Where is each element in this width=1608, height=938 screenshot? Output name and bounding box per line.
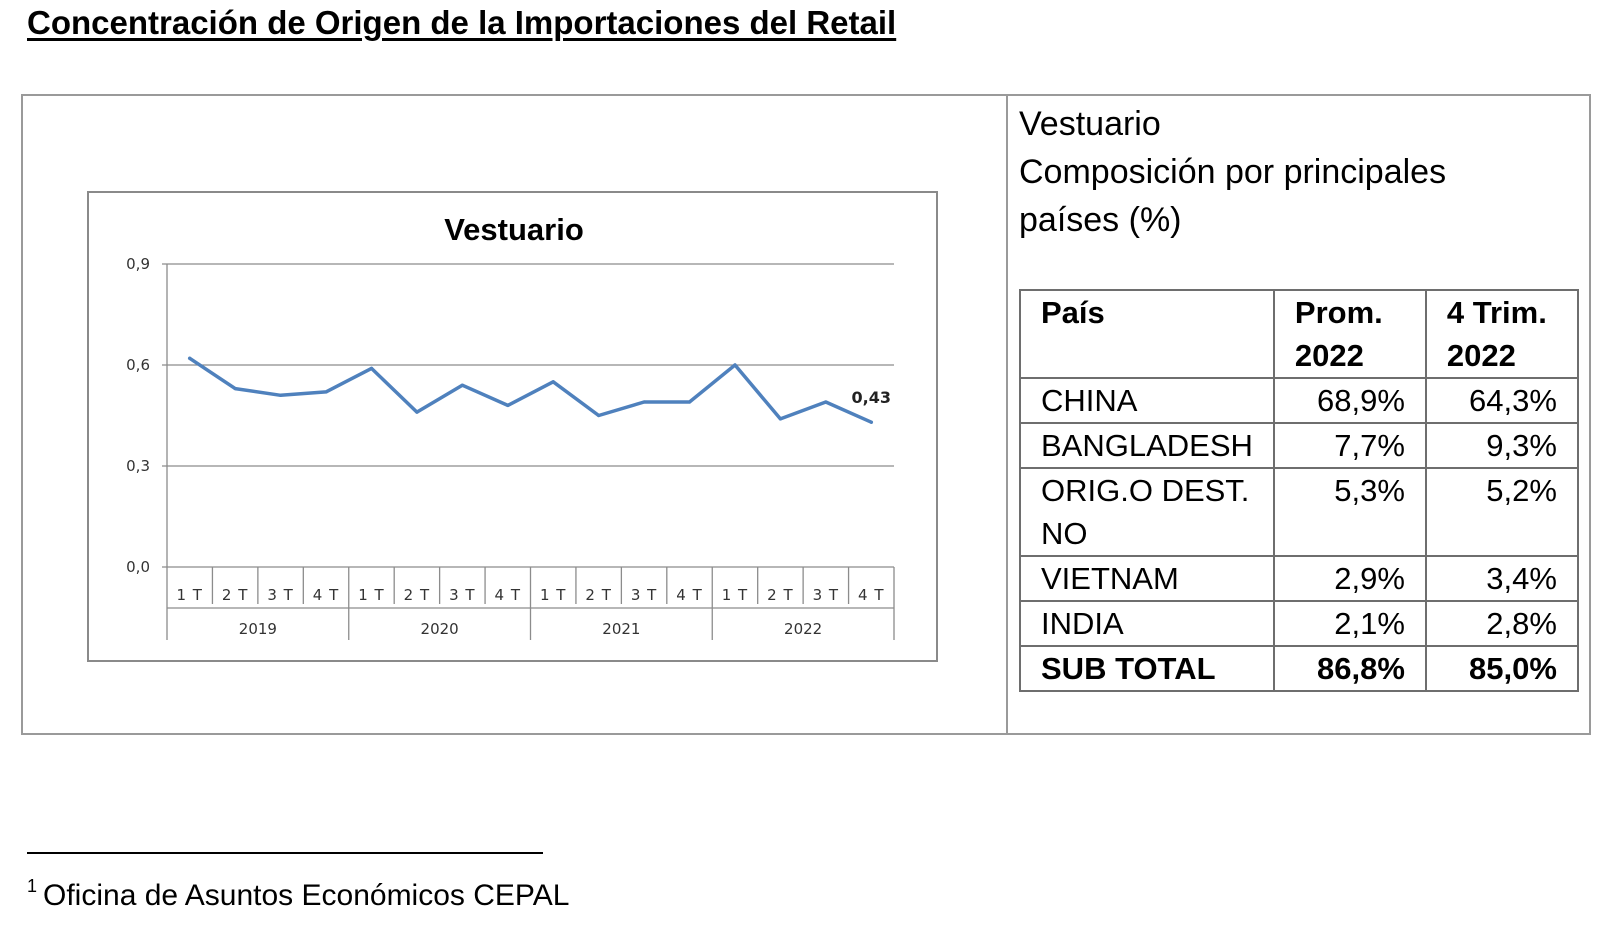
y-tick-label: 0,9 (126, 255, 150, 273)
cell-trim: 2,8% (1424, 600, 1579, 647)
x-tick-label: 2 T (222, 586, 248, 604)
table-row: INDIA 2,1% 2,8% (1019, 600, 1579, 647)
frame-divider (1006, 94, 1008, 735)
x-tick-label: 3 T (813, 586, 839, 604)
x-tick-label: 4 T (858, 586, 884, 604)
x-tick-label: 4 T (495, 586, 521, 604)
data-point (869, 420, 873, 424)
cell-prom: 5,3% (1272, 467, 1427, 557)
x-tick-label: 1 T (540, 586, 566, 604)
table-total-row: SUB TOTAL 86,8% 85,0% (1019, 645, 1579, 692)
cell-trim: 9,3% (1424, 422, 1579, 469)
footnote-rule (27, 852, 543, 854)
panel-heading-line: países (%) (1019, 201, 1182, 239)
cell-country: ORIG.O DEST. NO (1019, 467, 1275, 557)
footnote-text: Oficina de Asuntos Económicos CEPAL (43, 879, 570, 912)
header-prom: Prom. 2022 (1272, 289, 1427, 379)
data-point (369, 366, 374, 370)
cell-prom: 2,9% (1272, 555, 1427, 602)
data-point (687, 400, 692, 404)
data-point (733, 363, 737, 367)
x-tick-label: 4 T (676, 586, 702, 604)
x-tick-label: 3 T (449, 586, 475, 604)
series-line (187, 356, 874, 424)
x-tick-label: 2 T (767, 586, 793, 604)
cell-prom: 2,1% (1272, 600, 1427, 647)
cell-total-trim: 85,0% (1424, 645, 1579, 692)
table-header-row: País Prom. 2022 4 Trim. 2022 (1019, 289, 1579, 379)
x-tick-label: 3 T (267, 586, 293, 604)
y-tick-label: 0,0 (126, 558, 150, 576)
cell-trim: 3,4% (1424, 555, 1579, 602)
cell-trim: 64,3% (1424, 377, 1579, 424)
year-label: 2021 (602, 620, 640, 638)
header-trim: 4 Trim. 2022 (1424, 289, 1579, 379)
data-point (824, 400, 828, 404)
year-label: 2019 (239, 620, 277, 638)
panel-heading: Vestuario Composición por principales pa… (1019, 100, 1579, 244)
cell-total-label: SUB TOTAL (1019, 645, 1275, 692)
data-point (642, 400, 646, 404)
cell-country: BANGLADESH (1019, 422, 1275, 469)
table-row: BANGLADESH 7,7% 9,3% (1019, 422, 1579, 469)
x-tick-label: 2 T (404, 586, 430, 604)
year-label: 2020 (421, 620, 459, 638)
chart-frame: Vestuario 0,0 0,3 0,6 0,9 1 T 2 T 3 T 4 T 1 T 2 T… (87, 191, 938, 662)
data-point (778, 417, 783, 421)
panel-heading-line: Composición por principales (1019, 153, 1447, 191)
x-tick-label: 2 T (585, 586, 611, 604)
data-point (506, 403, 510, 407)
table-row: VIETNAM 2,9% 3,4% (1019, 555, 1579, 602)
page-title: Concentración de Origen de la Importacio… (27, 4, 897, 41)
data-point (324, 390, 328, 394)
country-table: País Prom. 2022 4 Trim. 2022 CHINA 68,9% 6… (1019, 289, 1579, 692)
cell-total-prom: 86,8% (1272, 645, 1427, 692)
data-label-last: 0,43 (852, 388, 891, 407)
x-tick-label: 1 T (358, 586, 384, 604)
cell-prom: 7,7% (1272, 422, 1427, 469)
x-tick-label: 4 T (313, 586, 339, 604)
year-label: 2022 (784, 620, 822, 638)
data-point (597, 413, 601, 418)
header-country: País (1019, 289, 1275, 379)
footnote: 1 Oficina de Asuntos Económicos CEPAL (27, 876, 569, 913)
content-frame (21, 94, 1591, 735)
table-row: ORIG.O DEST. NO 5,3% 5,2% (1019, 467, 1579, 557)
data-point (233, 386, 237, 391)
footnote-mark: 1 (27, 876, 38, 896)
data-point (415, 410, 419, 414)
chart-title: Vestuario (444, 212, 584, 247)
cell-country: CHINA (1019, 377, 1275, 424)
data-point (460, 383, 464, 387)
table-row: CHINA 68,9% 64,3% (1019, 377, 1579, 424)
cell-country: VIETNAM (1019, 555, 1275, 602)
x-tick-label: 1 T (722, 586, 748, 604)
data-point (188, 356, 192, 360)
cell-country: INDIA (1019, 600, 1275, 647)
x-tick-label: 1 T (176, 586, 202, 604)
line-chart: Vestuario 0,0 0,3 0,6 0,9 1 T 2 T 3 T 4 T 1 T 2 T… (126, 212, 895, 640)
data-point (551, 380, 555, 384)
cell-trim: 5,2% (1424, 467, 1579, 557)
cell-prom: 68,9% (1272, 377, 1427, 424)
y-tick-label: 0,6 (126, 356, 150, 374)
data-point (278, 393, 283, 397)
panel-heading-line: Vestuario (1019, 105, 1161, 143)
x-tick-label: 3 T (631, 586, 657, 604)
y-tick-label: 0,3 (126, 457, 150, 475)
